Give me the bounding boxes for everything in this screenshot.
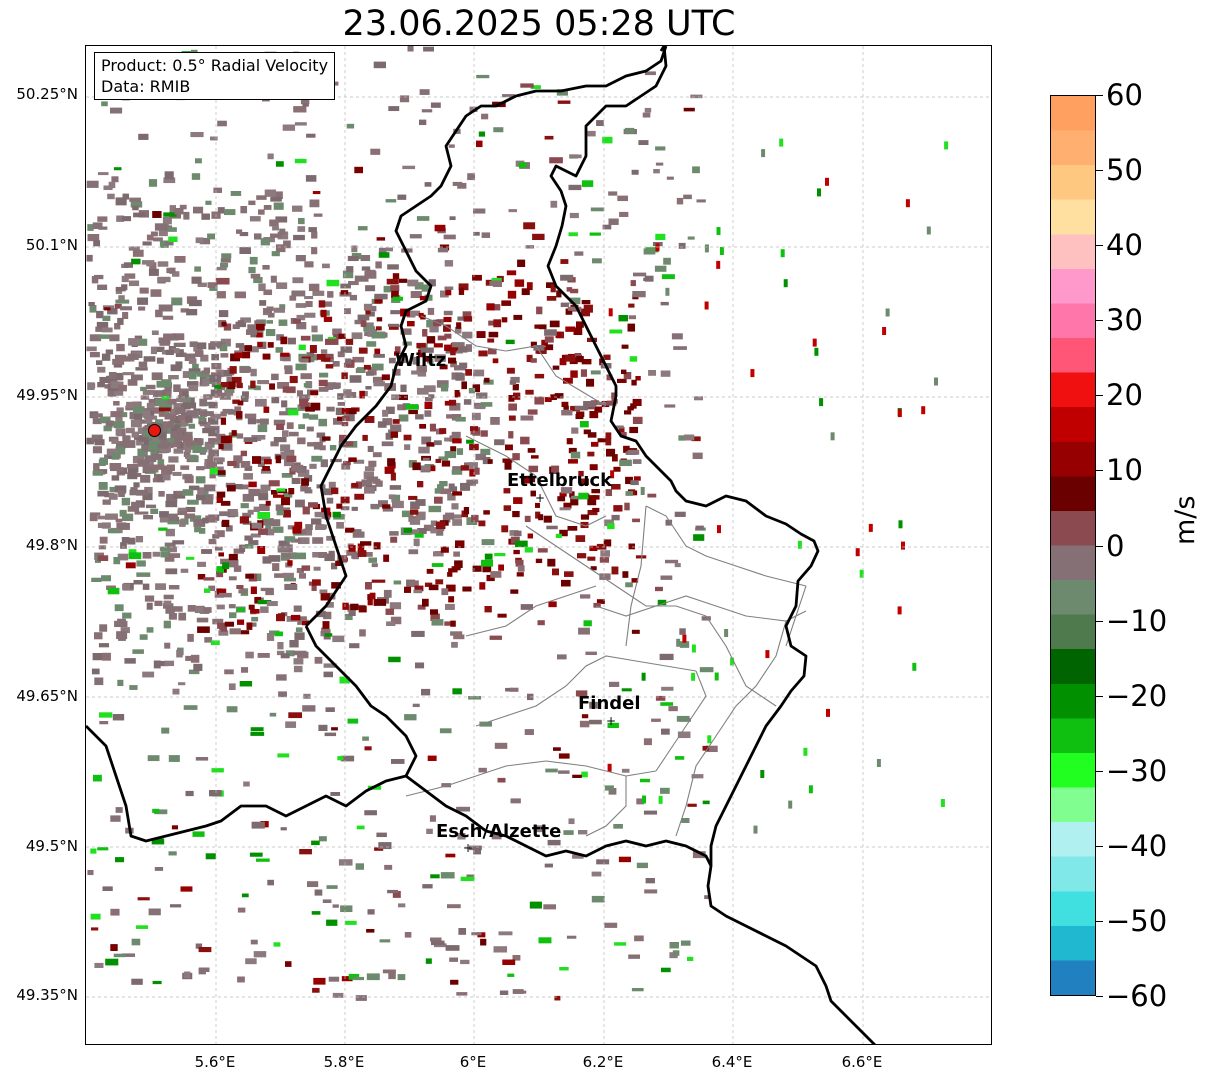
colorbar-tick-label: 40 bbox=[1106, 228, 1143, 263]
product-info-box: Product: 0.5° Radial Velocity Data: RMIB bbox=[94, 52, 336, 100]
colorbar-tick-label: 10 bbox=[1106, 453, 1143, 488]
colorbar-tick-label: 30 bbox=[1106, 303, 1143, 338]
colorbar-tick-label: −60 bbox=[1106, 979, 1168, 1013]
map-area[interactable] bbox=[85, 45, 992, 1045]
colorbar-tick-label: 20 bbox=[1106, 378, 1143, 413]
colorbar-tick-label: 50 bbox=[1106, 153, 1143, 188]
product-label: Product: 0.5° Radial Velocity bbox=[101, 56, 329, 75]
map-gridlines bbox=[86, 46, 991, 1044]
radar-site-marker bbox=[148, 424, 161, 437]
colorbar-tick bbox=[1096, 920, 1103, 922]
city-label-wiltz: Wiltz bbox=[395, 350, 447, 371]
city-label-findel: Findel bbox=[578, 693, 641, 714]
data-source-label: Data: RMIB bbox=[101, 77, 191, 96]
country-borders bbox=[86, 46, 876, 1044]
lat-tick-label: 50.1°N bbox=[25, 236, 78, 254]
colorbar-tick bbox=[1096, 245, 1103, 247]
colorbar-unit-label: m/s bbox=[1170, 495, 1201, 545]
colorbar-tick bbox=[1096, 620, 1103, 622]
canton-borders bbox=[405, 315, 807, 837]
lon-tick-label: 6.6°E bbox=[841, 1053, 883, 1071]
colorbar-tick bbox=[1096, 695, 1103, 697]
lon-tick-label: 5.8°E bbox=[323, 1053, 365, 1071]
lat-tick-label: 49.95°N bbox=[16, 386, 78, 404]
colorbar-tick bbox=[1096, 770, 1103, 772]
lat-tick-label: 49.8°N bbox=[25, 536, 78, 554]
city-marker-icon: + bbox=[605, 714, 617, 728]
lat-tick-label: 50.25°N bbox=[16, 85, 78, 103]
colorbar-tick-label: −10 bbox=[1106, 603, 1168, 638]
colorbar-tick-label: 0 bbox=[1106, 528, 1125, 563]
colorbar-tick-label: −20 bbox=[1106, 678, 1168, 713]
colorbar-tick bbox=[1096, 320, 1103, 322]
radar-map bbox=[86, 46, 991, 1044]
lat-tick-label: 49.5°N bbox=[25, 837, 78, 855]
colorbar-tick bbox=[1096, 845, 1103, 847]
lon-tick-label: 5.6°E bbox=[194, 1053, 236, 1071]
colorbar-tick bbox=[1096, 996, 1103, 997]
city-label-ettelbruck: Ettelbruck bbox=[507, 470, 613, 491]
colorbar-tick bbox=[1096, 395, 1103, 397]
lon-tick-label: 6°E bbox=[459, 1053, 487, 1071]
city-marker-icon: + bbox=[462, 841, 474, 855]
radar-echoes bbox=[86, 46, 949, 1001]
lat-tick-label: 49.65°N bbox=[16, 687, 78, 705]
city-label-esch-alzette: Esch/Alzette bbox=[436, 821, 562, 842]
colorbar-tick-label: −40 bbox=[1106, 828, 1168, 863]
lon-tick-label: 6.4°E bbox=[711, 1053, 753, 1071]
colorbar-tick-label: −30 bbox=[1106, 753, 1168, 788]
colorbar-tick bbox=[1096, 170, 1103, 172]
colorbar-tick-label: 60 bbox=[1106, 78, 1143, 112]
lat-tick-label: 49.35°N bbox=[16, 986, 78, 1004]
colorbar-tick bbox=[1096, 95, 1103, 96]
colorbar-tick bbox=[1096, 545, 1103, 547]
colorbar-tick-label: −50 bbox=[1106, 903, 1168, 938]
lon-tick-label: 6.2°E bbox=[582, 1053, 624, 1071]
city-marker-icon: + bbox=[534, 491, 546, 505]
chart-title: 23.06.2025 05:28 UTC bbox=[342, 4, 736, 44]
colorbar bbox=[1050, 95, 1096, 996]
colorbar-tick bbox=[1096, 470, 1103, 472]
